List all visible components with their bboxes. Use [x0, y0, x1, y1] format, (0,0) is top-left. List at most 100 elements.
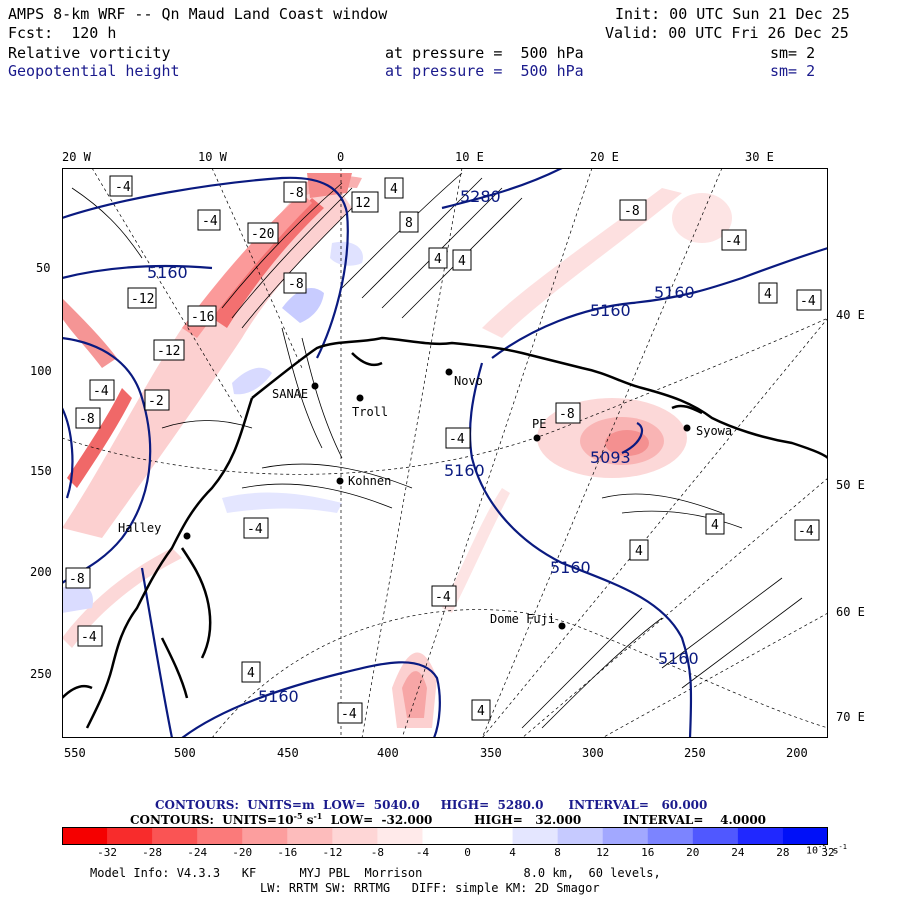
- colorbar-tick-label: 28: [776, 846, 790, 859]
- colorbar-swatch: [287, 827, 333, 845]
- svg-text:-4: -4: [798, 524, 814, 539]
- field2-smoothing: sm= 2: [770, 62, 816, 80]
- vort-label: 12: [351, 191, 379, 213]
- vort-label: -4: [197, 209, 221, 231]
- station-label-novo: Novo: [454, 374, 483, 388]
- vort-label: -4: [431, 585, 457, 607]
- y-label-250: 250: [30, 667, 52, 681]
- field1-pressure: at pressure = 500 hPa: [385, 44, 584, 62]
- colorbar-swatch: [782, 827, 828, 845]
- colorbar-swatch: [557, 827, 604, 845]
- colorbar-swatch: [692, 827, 739, 845]
- svg-text:-4: -4: [341, 707, 357, 722]
- colorbar-swatch: [197, 827, 243, 845]
- vort-label: 4: [384, 177, 404, 199]
- lon-label-10w: 10 W: [198, 150, 227, 164]
- colorbar-tick-label: -8: [370, 846, 385, 859]
- height-label: 5160: [550, 558, 591, 577]
- colorbar-tick-label: -12: [322, 846, 343, 859]
- svg-text:-4: -4: [449, 432, 465, 447]
- svg-text:-8: -8: [559, 407, 575, 422]
- colorbar-swatch: [647, 827, 694, 845]
- x-label-550: 550: [64, 746, 86, 760]
- svg-text:-8: -8: [69, 572, 85, 587]
- field1-smoothing: sm= 2: [770, 44, 816, 62]
- vort-label: -4: [721, 229, 747, 251]
- vort-label: -8: [65, 567, 91, 589]
- x-label-300: 300: [582, 746, 604, 760]
- vort-label: 4: [705, 513, 725, 535]
- svg-text:-4: -4: [202, 214, 218, 229]
- lon-label-0: 0: [337, 150, 345, 164]
- station-label-pe: PE: [532, 417, 546, 431]
- colorbar-swatch: [512, 827, 559, 845]
- station-markers: [183, 368, 691, 630]
- colorbar-swatch: [422, 827, 469, 845]
- station-labels: Troll Kohnen Halley Dome Fuji Syowa Novo…: [118, 374, 732, 626]
- x-label-350: 350: [480, 746, 502, 760]
- colorbar-swatch: [62, 827, 108, 845]
- svg-text:-8: -8: [79, 412, 95, 427]
- vort-label: -4: [89, 379, 115, 401]
- height-contour-info: CONTOURS: UNITS=m LOW= 5040.0 HIGH= 5280…: [155, 798, 708, 812]
- init-time: Init: 00 UTC Sun 21 Dec 25: [615, 5, 850, 23]
- height-label: 5160: [444, 461, 485, 480]
- svg-text:4: 4: [247, 666, 255, 681]
- graticule: [62, 168, 828, 738]
- colorbar-tick-label: 12: [596, 846, 610, 859]
- vort-label: -8: [619, 199, 647, 221]
- svg-text:4: 4: [764, 287, 772, 302]
- x-label-450: 450: [277, 746, 299, 760]
- colorbar-tick-label: 16: [641, 846, 655, 859]
- field1-name: Relative vorticity: [8, 44, 171, 62]
- station-label-kohnen: Kohnen: [348, 474, 391, 488]
- svg-text:-12: -12: [157, 344, 180, 359]
- y-label-50: 50: [36, 261, 51, 275]
- colorbar-swatch: [467, 827, 514, 845]
- height-label: 5160: [654, 283, 695, 302]
- vort-label: -4: [243, 517, 269, 539]
- vort-label: 4: [452, 249, 472, 271]
- colorbar-swatch: [152, 827, 198, 845]
- lat-label-60e: 60 E: [836, 605, 865, 619]
- x-label-500: 500: [174, 746, 196, 760]
- svg-text:-16: -16: [191, 310, 214, 325]
- svg-text:4: 4: [477, 704, 485, 719]
- plot-title: AMPS 8-km WRF -- Qn Maud Land Coast wind…: [8, 5, 388, 23]
- svg-text:-8: -8: [624, 204, 640, 219]
- colorbar-swatch: [107, 827, 153, 845]
- svg-text:-4: -4: [115, 180, 131, 195]
- y-label-200: 200: [30, 565, 52, 579]
- colorbar-tick-label: -32: [97, 846, 118, 859]
- height-label: 5160: [658, 649, 699, 668]
- vort-label: -12: [153, 339, 185, 361]
- model-info-physics: LW: RRTM SW: RRTMG DIFF: simple KM: 2D S…: [260, 881, 600, 895]
- svg-text:-4: -4: [435, 590, 451, 605]
- vort-label: -12: [127, 287, 157, 309]
- height-label: 5160: [147, 263, 188, 282]
- colorbar-tick-label: 20: [686, 846, 700, 859]
- station-label-syowa: Syowa: [696, 424, 732, 438]
- vort-label: -8: [283, 272, 307, 294]
- svg-text:-2: -2: [148, 394, 164, 409]
- vorticity-labels: -4 -8 -12 -20 -16 -8 4 8 12 -4 -8 4 -4 4…: [65, 175, 822, 724]
- svg-text:4: 4: [635, 544, 643, 559]
- field2-pressure: at pressure = 500 hPa: [385, 62, 584, 80]
- vorticity-contour-info: CONTOURS: UNITS=10-5 s-1 LOW= -32.000 HI…: [130, 811, 767, 827]
- vort-label: -8: [555, 402, 581, 424]
- x-label-200: 200: [786, 746, 808, 760]
- colorbar-tick-label: -4: [415, 846, 430, 859]
- colorbar-tick-label: 0: [464, 846, 471, 859]
- x-label-250: 250: [684, 746, 706, 760]
- colorbar-swatch: [737, 827, 784, 845]
- vort-label: -8: [283, 181, 307, 203]
- field2-name: Geopotential height: [8, 62, 180, 80]
- map-panel: -4 -8 -12 -20 -16 -8 4 8 12 -4 -8 4 -4 4…: [62, 168, 828, 738]
- vort-label: 4: [428, 247, 448, 269]
- svg-text:8: 8: [405, 216, 413, 231]
- vort-label: -4: [794, 519, 820, 541]
- lat-label-50e: 50 E: [836, 478, 865, 492]
- colorbar: [62, 827, 828, 845]
- colorbar-tick-label: 32: [821, 846, 835, 859]
- vort-label: -4: [796, 289, 822, 311]
